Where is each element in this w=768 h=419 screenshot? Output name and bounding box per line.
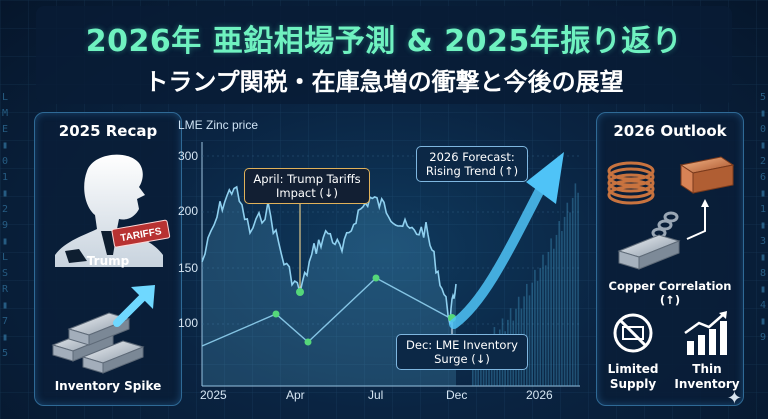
volume-bar-31 — [555, 234, 558, 386]
ticker-decoration-left: L M E ▮ 0 1 ▮ 2 9 ▮ L S R ▮ 7 ▮ 5 — [2, 92, 9, 359]
recap-panel-title: 2025 Recap — [58, 122, 158, 140]
volume-bar-28 — [547, 251, 550, 386]
volume-bar-37 — [571, 197, 574, 386]
tariffs-badge: TARIFFS — [111, 219, 171, 248]
recap-panel: 2025 Recap TARIFFS Trump — [34, 112, 182, 406]
volume-bar-33 — [561, 231, 563, 386]
forecast-arrow-head — [526, 152, 564, 204]
y-tick-200: 200 — [178, 204, 199, 218]
x-tick-dec: Dec — [446, 388, 468, 402]
x-tick-apr: Apr — [286, 388, 305, 402]
april-tariffs-callout: April: Trump Tariffs Impact (↓) — [244, 168, 370, 204]
thin-inventory-label: Thin Inventory — [674, 362, 740, 391]
trend-marker-1 — [304, 338, 312, 346]
volume-bar-23 — [534, 269, 536, 386]
limited-supply-icon — [613, 313, 653, 353]
volume-bar-26 — [542, 254, 544, 386]
volume-bar-36 — [569, 212, 571, 386]
y-tick-300: 300 — [178, 149, 199, 163]
dec-inventory-callout: Dec: LME Inventory Surge (↓) — [396, 334, 528, 370]
bar-growth-icon — [684, 311, 727, 355]
trend-marker-0 — [272, 310, 280, 318]
volume-bar-35 — [566, 202, 569, 386]
outlook-panel-title: 2026 Outlook — [613, 122, 727, 140]
forecast-arrow-body — [449, 181, 547, 329]
main-title: 2026年 亜鉛相場予測 & 2025年振り返り — [85, 24, 683, 59]
limited-supply-label: Limited Supply — [607, 362, 659, 391]
volume-bar-27 — [544, 265, 547, 386]
volume-bar-38 — [574, 183, 577, 386]
volume-bar-29 — [550, 238, 552, 386]
silver-ingots-icon — [51, 285, 155, 374]
x-tick-2026: 2026 — [526, 388, 553, 402]
inventory-spike-label: Inventory Spike — [54, 379, 162, 393]
trump-label: Trump — [86, 254, 130, 268]
forecast-callout: 2026 Forecast: Rising Trend (↑) — [416, 146, 528, 182]
sparkle-icon: ✦ — [726, 388, 742, 409]
chart-axis-title: LME Zinc price — [178, 118, 259, 132]
volume-bar-0 — [472, 356, 474, 386]
price-area-fill — [202, 186, 456, 386]
copper-correlation-label: Copper Correlation (↑) — [608, 279, 732, 307]
ticker-decoration-right: 5 ▮ 0 ▮ 2 6 ▮ 1 ▮ 3 ▮ 8 ▮ 4 ▮ 9 — [759, 92, 766, 343]
title-banner — [36, 6, 732, 104]
volume-bar-30 — [553, 248, 555, 386]
volume-bar-21 — [528, 295, 531, 386]
volume-bar-34 — [563, 216, 566, 386]
trump-silhouette-icon: TARIFFS — [55, 154, 171, 267]
copper-coil-ingot-icon — [607, 156, 735, 270]
trend-marker-2 — [372, 274, 380, 282]
zinc-price-chart: LME Zinc price 300 200 150 100 2025 Apr … — [172, 112, 588, 408]
volume-bar-24 — [536, 280, 539, 386]
volume-bar-39 — [577, 192, 579, 386]
y-tick-150: 150 — [178, 261, 199, 275]
price-line — [201, 185, 457, 325]
x-tick-2025: 2025 — [200, 388, 227, 402]
y-tick-100: 100 — [178, 316, 199, 330]
volume-bar-32 — [558, 221, 560, 386]
x-tick-jul: Jul — [368, 388, 384, 402]
volume-bar-22 — [531, 282, 533, 386]
volume-bar-25 — [539, 267, 542, 386]
april-dip-marker — [296, 288, 304, 296]
outlook-panel: 2026 Outlook — [596, 112, 744, 406]
sub-title: トランプ関税・在庫急増の衝撃と今後の展望 — [144, 68, 624, 96]
